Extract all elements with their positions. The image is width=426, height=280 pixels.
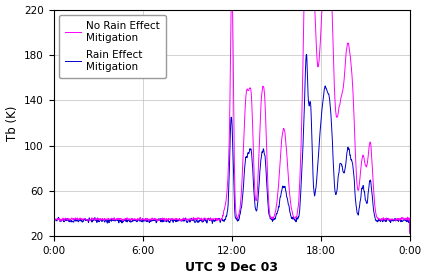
Legend: No Rain Effect
Mitigation, Rain Effect
Mitigation: No Rain Effect Mitigation, Rain Effect M…: [59, 15, 165, 78]
Rain Effect
Mitigation: [130, 218, 135, 221]
No Rain Effect
Mitigation: [228, 8, 233, 11]
Line: Rain Effect
Mitigation: Rain Effect Mitigation: [53, 54, 409, 235]
Rain Effect
Mitigation: [364, 197, 369, 200]
Rain Effect
Mitigation: [333, 191, 338, 195]
No Rain Effect
Mitigation: [121, 217, 127, 220]
No Rain Effect
Mitigation: [333, 115, 338, 118]
No Rain Effect
Mitigation: [287, 194, 292, 197]
Rain Effect
Mitigation: [303, 53, 308, 56]
No Rain Effect
Mitigation: [170, 217, 175, 220]
Rain Effect
Mitigation: [406, 232, 412, 235]
Rain Effect
Mitigation: [121, 218, 127, 221]
No Rain Effect
Mitigation: [406, 232, 412, 235]
No Rain Effect
Mitigation: [130, 217, 135, 220]
Rain Effect
Mitigation: [51, 234, 56, 237]
Line: No Rain Effect
Mitigation: No Rain Effect Mitigation: [53, 10, 409, 233]
Y-axis label: Tb (K): Tb (K): [6, 105, 18, 141]
No Rain Effect
Mitigation: [364, 158, 369, 161]
X-axis label: UTC 9 Dec 03: UTC 9 Dec 03: [185, 262, 278, 274]
Rain Effect
Mitigation: [170, 219, 175, 223]
No Rain Effect
Mitigation: [51, 230, 56, 234]
Rain Effect
Mitigation: [286, 208, 291, 211]
